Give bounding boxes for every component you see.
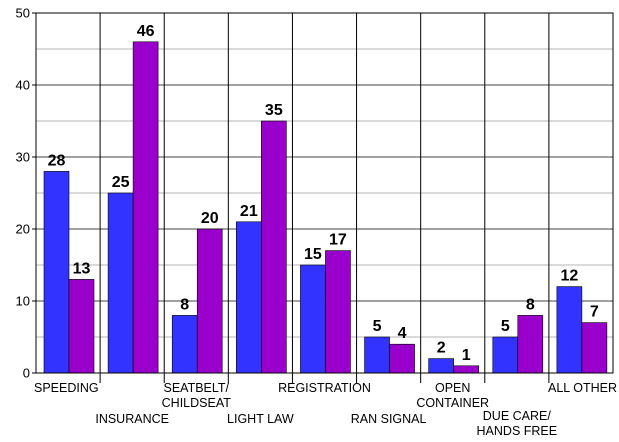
bar [492,336,519,374]
bar [300,264,326,374]
y-axis-ticks: 0 10 20 30 40 50 [16,6,36,381]
y-tick-label: 30 [16,150,30,165]
data-label: 13 [73,260,91,277]
x-axis-labels: SPEEDING INSURANCE SEATBELT/CHILDSEAT LIGHT… [34,381,617,438]
bar [261,120,287,374]
x-tick-label: HANDS FREE [477,424,558,438]
bar [107,192,134,374]
y-tick-label: 50 [16,6,30,21]
bars [43,41,608,374]
bar [581,322,608,374]
x-tick-label: REGISTRATION [278,381,371,395]
data-label: 17 [329,232,347,249]
bar [196,228,223,374]
data-label: 21 [240,203,258,220]
x-tick-label: RAN SIGNAL [351,412,427,426]
data-label: 35 [265,102,283,119]
data-label: 7 [590,304,599,321]
x-tick-label: DUE CARE/ [483,409,552,423]
data-label: 2 [437,340,446,357]
data-label: 28 [48,152,66,169]
bar [132,41,159,374]
bar [236,221,262,374]
category-separators [99,13,550,383]
x-tick-label: CHILDSEAT [162,396,232,410]
y-tick-label: 40 [16,78,30,93]
plot-border [35,12,614,374]
y-tick-label: 0 [23,366,30,381]
data-label: 8 [526,296,535,313]
bar [68,279,95,374]
bar [428,358,454,374]
data-label: 25 [112,174,130,191]
x-tick-label: LIGHT LAW [227,412,294,426]
data-label: 4 [398,325,407,342]
x-tick-label: SEATBELT/ [164,381,230,395]
data-label: 1 [462,347,471,364]
x-tick-label: CONTAINER [416,396,489,410]
data-label: 5 [501,318,510,335]
data-label: 20 [201,210,219,227]
bar [325,250,351,374]
bar [171,315,198,374]
bar [453,365,479,374]
data-label: 46 [137,23,155,40]
x-tick-label: OPEN [435,381,470,395]
bar [364,336,390,374]
bar [556,286,583,374]
x-tick-label: INSURANCE [95,412,169,426]
data-label: 5 [373,318,382,335]
bar [517,315,544,374]
bar [389,343,415,374]
data-label: 12 [560,268,578,285]
data-label: 8 [180,296,189,313]
data-label: 15 [304,246,322,263]
bar [43,171,70,374]
x-tick-label: SPEEDING [34,381,99,395]
y-tick-label: 10 [16,294,30,309]
x-tick-label: ALL OTHER [548,381,617,395]
y-tick-label: 20 [16,222,30,237]
